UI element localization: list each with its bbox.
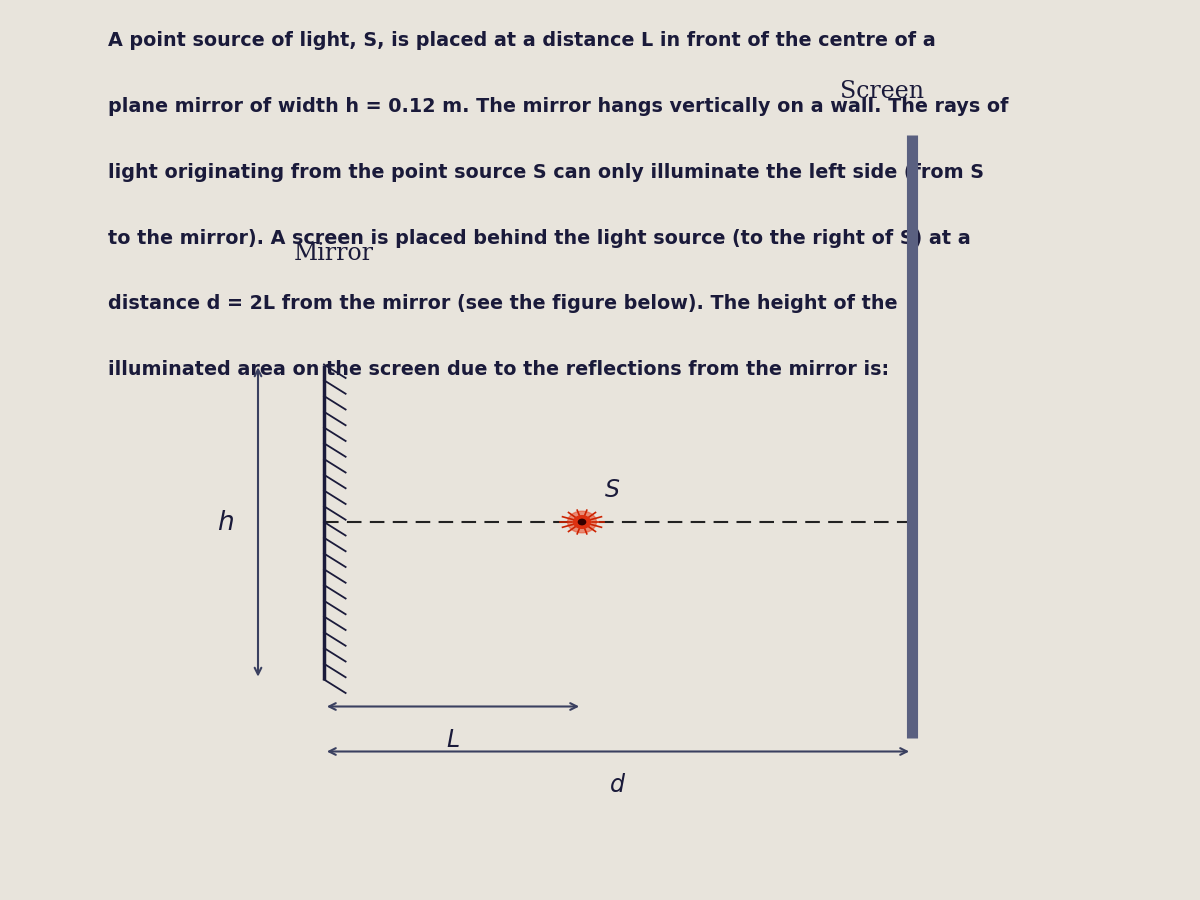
Text: Screen: Screen: [840, 80, 924, 104]
Text: light originating from the point source S can only illuminate the left side (fro: light originating from the point source …: [108, 163, 984, 182]
Text: $L$: $L$: [446, 729, 460, 752]
Text: plane mirror of width h = 0.12 m. The mirror hangs vertically on a wall. The ray: plane mirror of width h = 0.12 m. The mi…: [108, 97, 1008, 116]
Text: $h$: $h$: [217, 509, 234, 535]
Circle shape: [578, 519, 586, 525]
Text: $S$: $S$: [604, 479, 620, 502]
Text: illuminated area on the screen due to the reflections from the mirror is:: illuminated area on the screen due to th…: [108, 360, 889, 379]
Text: A point source of light, S, is placed at a distance L in front of the centre of : A point source of light, S, is placed at…: [108, 32, 936, 50]
Text: $d$: $d$: [610, 774, 626, 797]
Text: Mirror: Mirror: [294, 242, 374, 266]
Text: to the mirror). A screen is placed behind the light source (to the right of S) a: to the mirror). A screen is placed behin…: [108, 229, 971, 248]
Text: distance d = 2L from the mirror (see the figure below). The height of the: distance d = 2L from the mirror (see the…: [108, 294, 898, 313]
Circle shape: [574, 516, 590, 528]
Circle shape: [568, 511, 596, 533]
